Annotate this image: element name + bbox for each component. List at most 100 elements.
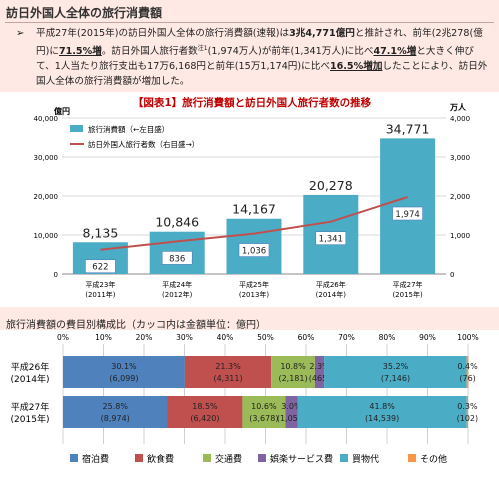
line-value-label: 1,974 bbox=[395, 210, 419, 220]
stacked-segment bbox=[63, 396, 168, 428]
legend-swatch-bar bbox=[70, 125, 83, 132]
stacked-segment bbox=[466, 396, 468, 428]
bar-value-label: 14,167 bbox=[232, 202, 276, 217]
line-value-label: 1,036 bbox=[242, 247, 266, 257]
x-tick-label: 60% bbox=[298, 333, 315, 342]
line-value-box bbox=[161, 251, 193, 265]
segment-percent-label: 10.6% bbox=[251, 402, 277, 411]
segment-percent-label: 0.4% bbox=[457, 362, 478, 371]
legend-swatch bbox=[203, 454, 211, 462]
segment-percent-label: 25.8% bbox=[103, 402, 129, 411]
y-left-tick: 0 bbox=[54, 271, 58, 279]
stacked-segment bbox=[167, 396, 243, 428]
segment-percent-label: 0.3% bbox=[457, 402, 478, 411]
y-left-tick: 30,000 bbox=[34, 154, 59, 162]
bar-value-label: 10,846 bbox=[155, 215, 199, 230]
chart1-title: 【図表1】旅行消費額と訪日外国人旅行者数の推移 bbox=[133, 96, 372, 109]
stacked-segment bbox=[63, 356, 185, 388]
summary-emph: 3兆4,771億円 bbox=[289, 28, 355, 39]
segment-amount-label: (8,974) bbox=[101, 414, 130, 423]
summary-emph: 16.5%増加 bbox=[329, 61, 383, 73]
stacked-segment bbox=[324, 356, 467, 388]
stacked-segment bbox=[466, 356, 469, 388]
x-tick-label: 0% bbox=[57, 333, 69, 342]
y-right-tick: 4,000 bbox=[450, 115, 470, 123]
summary-text: と大きく伸びて、1人当たり旅行支出も17万6,168円と前年(15万1,174円… bbox=[36, 46, 474, 73]
legend-swatch bbox=[135, 454, 143, 462]
row-label: (2014年) bbox=[11, 373, 50, 385]
x-tick-label: (2013年) bbox=[239, 290, 270, 299]
bar-value-label: 34,771 bbox=[386, 121, 430, 136]
x-tick-label: 40% bbox=[217, 333, 234, 342]
x-tick-label: (2012年) bbox=[162, 290, 193, 299]
y-right-tick: 2,000 bbox=[450, 193, 470, 201]
stacked-segment bbox=[285, 396, 298, 428]
y-right-unit: 万人 bbox=[449, 102, 467, 112]
segment-percent-label: 10.8% bbox=[280, 362, 306, 371]
segment-amount-label: (465) bbox=[309, 374, 331, 383]
x-tick-label: 平成26年 bbox=[316, 280, 346, 289]
legend-label: 娯楽サービス費 bbox=[270, 453, 333, 465]
x-tick-label: 平成23年 bbox=[85, 280, 115, 289]
legend-swatch bbox=[70, 454, 78, 462]
bar-value-label: 8,135 bbox=[83, 225, 119, 240]
bar-value-label: 20,278 bbox=[309, 178, 353, 193]
legend-swatch bbox=[340, 454, 348, 462]
x-tick-label: (2011年) bbox=[85, 290, 116, 299]
summary-text: したことにより、訪日外国人全体の旅行消費額が増加した。 bbox=[36, 61, 488, 88]
stacked-segment bbox=[314, 356, 325, 388]
y-left-unit: 億円 bbox=[54, 106, 70, 116]
row-label: (2015年) bbox=[11, 413, 50, 425]
y-left-tick: 20,000 bbox=[34, 193, 59, 201]
row-label: 平成27年 bbox=[11, 401, 49, 413]
legend-label: 飲食費 bbox=[147, 453, 174, 465]
legend-swatch bbox=[258, 454, 266, 462]
segment-amount-label: (6,099) bbox=[109, 374, 138, 383]
line-value-label: 836 bbox=[169, 254, 185, 264]
legend-label: 訪日外国人旅行者数（右目盛→） bbox=[88, 139, 199, 149]
line-value-box bbox=[315, 231, 347, 246]
line-value-label: 622 bbox=[92, 263, 108, 273]
stacked-segment bbox=[242, 396, 286, 428]
segment-percent-label: 2.3% bbox=[309, 362, 330, 371]
stacked-segment bbox=[297, 396, 467, 428]
legend-label: 旅行消費額（←左目盛） bbox=[88, 124, 169, 134]
x-tick-label: (2015年) bbox=[392, 290, 423, 299]
segment-percent-label: 30.1% bbox=[111, 362, 137, 371]
line-value-box bbox=[85, 259, 116, 274]
y-left-tick: 40,000 bbox=[34, 115, 59, 123]
line-value-box bbox=[238, 243, 270, 257]
x-tick-label: 平成24年 bbox=[162, 280, 192, 289]
y-right-tick: 3,000 bbox=[450, 154, 470, 162]
segment-amount-label: (2,181) bbox=[278, 374, 307, 383]
title-divider bbox=[5, 22, 494, 23]
x-tick-label: 平成25年 bbox=[239, 280, 269, 289]
segment-percent-label: 21.3% bbox=[215, 362, 241, 371]
x-tick-label: 10% bbox=[95, 333, 112, 342]
segment-amount-label: (1,058) bbox=[277, 414, 306, 423]
segment-percent-label: 18.5% bbox=[192, 402, 218, 411]
segment-percent-label: 41.8% bbox=[369, 402, 395, 411]
bullet-icon: ➢ bbox=[16, 28, 25, 39]
summary-emph: 71.5%増 bbox=[58, 46, 102, 58]
summary-text: 平成27年(2015年)の訪日外国人全体の旅行消費額(速報)は bbox=[36, 28, 290, 39]
segment-amount-label: (4,311) bbox=[213, 374, 242, 383]
legend-label: その他 bbox=[420, 453, 447, 465]
summary-footnote-mark: 注1 bbox=[197, 45, 208, 52]
row-label: 平成26年 bbox=[11, 361, 49, 373]
x-tick-label: 平成27年 bbox=[393, 280, 423, 289]
segment-amount-label: (3,678) bbox=[249, 414, 278, 423]
summary-emph: 47.1%増 bbox=[373, 46, 417, 58]
y-right-tick: 0 bbox=[450, 271, 454, 279]
x-tick-label: 30% bbox=[176, 333, 193, 342]
x-tick-label: (2014年) bbox=[316, 290, 347, 299]
summary-text: 。訪日外国人旅行者数 bbox=[101, 46, 198, 58]
x-tick-label: 90% bbox=[419, 333, 436, 342]
legend-label: 交通費 bbox=[215, 453, 242, 465]
stacked-segment bbox=[271, 356, 315, 388]
summary-text: と推計され、前年(2兆278(億円)に bbox=[36, 28, 483, 58]
segment-amount-label: (102) bbox=[457, 414, 479, 423]
line-value-box bbox=[392, 206, 423, 221]
page-title: 訪日外国人全体の旅行消費額 bbox=[6, 6, 163, 20]
